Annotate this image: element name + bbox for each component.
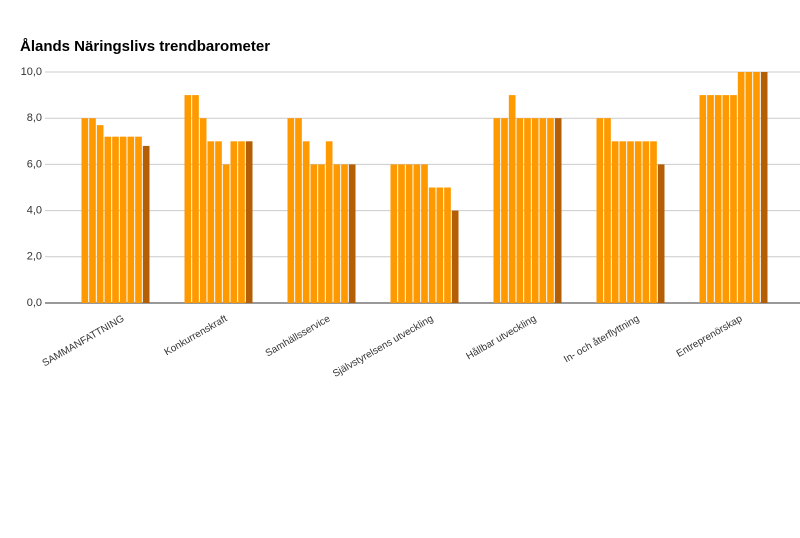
bar	[547, 118, 554, 303]
bar	[207, 141, 215, 303]
bar	[634, 141, 642, 303]
bar	[650, 141, 657, 303]
bar	[135, 136, 142, 303]
y-tick-label: 8,0	[27, 112, 42, 124]
x-tick-label: Entreprenörskap	[675, 313, 745, 360]
bar	[753, 72, 760, 303]
bar	[405, 164, 413, 303]
y-tick-label: 0,0	[27, 297, 42, 309]
x-tick-label: Samhällsservice	[264, 313, 333, 359]
bar	[310, 164, 318, 303]
bar	[390, 164, 398, 303]
bar	[451, 210, 459, 303]
bar	[501, 118, 508, 303]
bar	[325, 141, 333, 303]
bar	[230, 141, 238, 303]
bar	[142, 145, 150, 303]
bar	[657, 164, 665, 303]
bar	[184, 95, 192, 303]
bar	[596, 118, 604, 303]
bar	[222, 164, 230, 303]
bar	[287, 118, 295, 303]
x-tick-label: Självstyrelsens utveckling	[331, 313, 435, 379]
bar	[127, 136, 135, 303]
x-tick-label: Hållbar utveckling	[464, 312, 538, 362]
bar	[714, 95, 722, 303]
x-tick-label: SAMMANFATTNING	[41, 313, 127, 369]
bar	[245, 141, 253, 303]
bar	[89, 118, 96, 303]
y-tick-label: 10,0	[21, 66, 42, 78]
bar	[539, 118, 547, 303]
bar	[81, 118, 89, 303]
bar	[760, 72, 768, 303]
bar	[398, 164, 405, 303]
bar	[192, 95, 199, 303]
bar	[413, 164, 421, 303]
bar	[554, 118, 562, 303]
bar	[199, 118, 207, 303]
bar	[238, 141, 245, 303]
chart-title: Ålands Näringslivs trendbarometer	[20, 38, 270, 55]
bar	[119, 136, 127, 303]
bar	[341, 164, 348, 303]
y-tick-label: 4,0	[27, 205, 42, 217]
y-tick-label: 6,0	[27, 158, 42, 170]
bar	[642, 141, 650, 303]
bar	[516, 118, 524, 303]
bar	[295, 118, 302, 303]
bar	[333, 164, 341, 303]
x-tick-label: Konkurrenskraft	[163, 313, 230, 358]
bar	[96, 125, 104, 303]
bar	[611, 141, 619, 303]
bar	[745, 72, 753, 303]
bar	[707, 95, 714, 303]
bar	[444, 187, 451, 303]
bar	[524, 118, 531, 303]
bar	[436, 187, 444, 303]
bar	[619, 141, 627, 303]
bar	[699, 95, 707, 303]
bar	[318, 164, 325, 303]
bar	[737, 72, 745, 303]
bar	[428, 187, 436, 303]
bar	[722, 95, 730, 303]
x-tick-label: In- och återflyttning	[562, 312, 642, 365]
y-tick-label: 2,0	[27, 251, 42, 263]
bar	[508, 95, 516, 303]
bar	[627, 141, 634, 303]
bar	[531, 118, 539, 303]
bar	[215, 141, 222, 303]
bar	[112, 136, 119, 303]
bar	[421, 164, 428, 303]
bar	[730, 95, 737, 303]
bar	[493, 118, 501, 303]
bar	[302, 141, 310, 303]
bar	[604, 118, 611, 303]
bar	[104, 136, 112, 303]
bar	[348, 164, 356, 303]
